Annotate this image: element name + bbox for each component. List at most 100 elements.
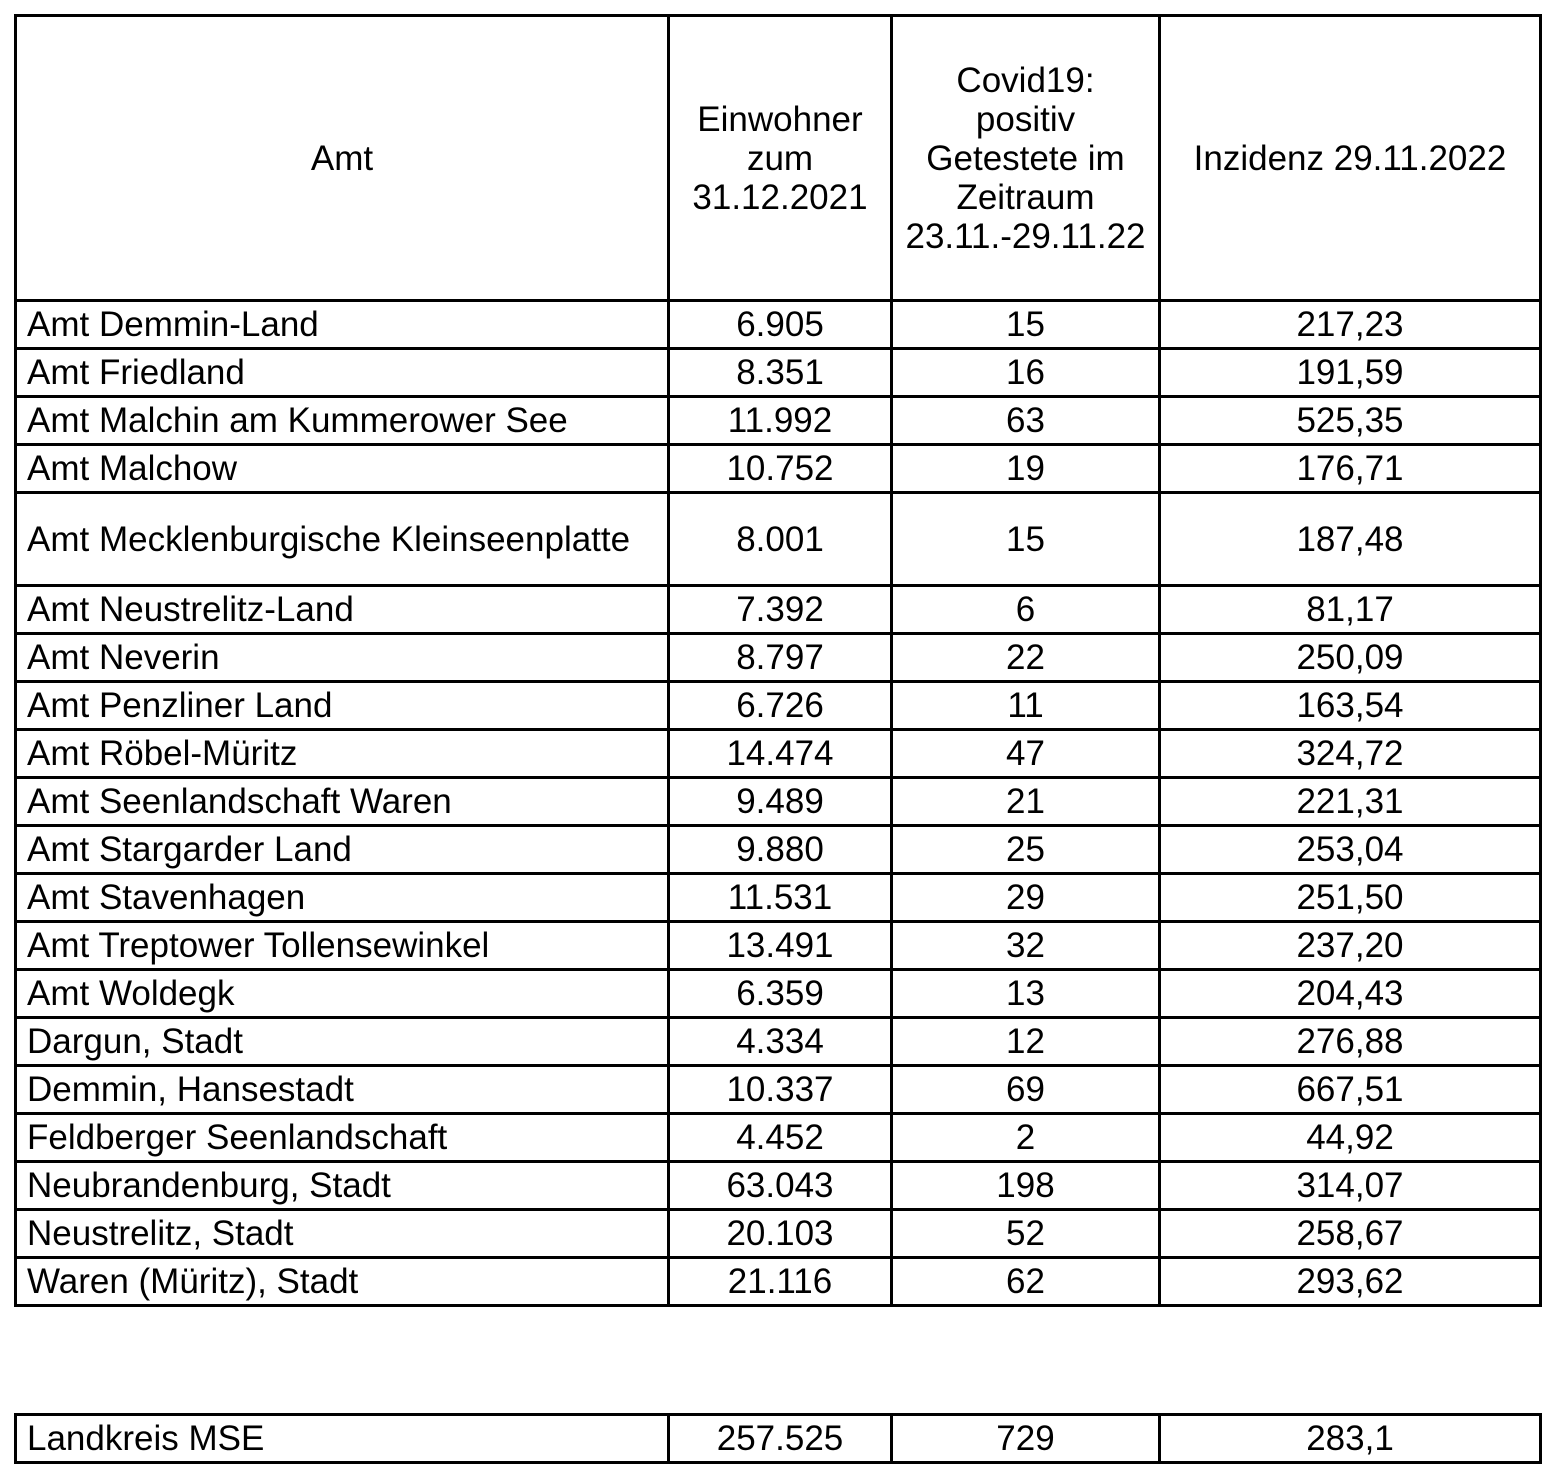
cell-inzidenz: 525,35 [1158, 395, 1542, 446]
table-row: Amt Röbel-Müritz 14.474 47 324,72 [14, 728, 1542, 779]
cell-inzidenz: 250,09 [1158, 632, 1542, 683]
summary-row: Landkreis MSE 257.525 729 283,1 [14, 1413, 1542, 1464]
cell-amt: Amt Penzliner Land [14, 680, 670, 731]
cell-inzidenz: 253,04 [1158, 824, 1542, 875]
cell-inzidenz: 191,59 [1158, 347, 1542, 398]
cell-positiv: 69 [890, 1064, 1161, 1115]
cell-inzidenz: 176,71 [1158, 443, 1542, 494]
header-positiv: Covid19: positiv Getestete im Zeitraum 2… [890, 14, 1161, 302]
cell-einwohner: 11.992 [667, 395, 893, 446]
cell-inzidenz: 324,72 [1158, 728, 1542, 779]
cell-positiv: 25 [890, 824, 1161, 875]
cell-positiv: 32 [890, 920, 1161, 971]
cell-einwohner: 4.452 [667, 1112, 893, 1163]
cell-amt: Amt Neverin [14, 632, 670, 683]
cell-inzidenz: 667,51 [1158, 1064, 1542, 1115]
cell-positiv: 15 [890, 491, 1161, 587]
cell-einwohner: 13.491 [667, 920, 893, 971]
cell-positiv: 16 [890, 347, 1161, 398]
cell-amt: Demmin, Hansestadt [14, 1064, 670, 1115]
cell-amt: Amt Mecklenburgische Kleinseenplatte [14, 491, 670, 587]
cell-amt: Feldberger Seenlandschaft [14, 1112, 670, 1163]
table-row: Amt Demmin-Land 6.905 15 217,23 [14, 299, 1542, 350]
cell-amt: Amt Malchin am Kummerower See [14, 395, 670, 446]
table-row: Dargun, Stadt 4.334 12 276,88 [14, 1016, 1542, 1067]
cell-inzidenz: 237,20 [1158, 920, 1542, 971]
cell-amt: Amt Stargarder Land [14, 824, 670, 875]
header-amt: Amt [14, 14, 670, 302]
cell-amt: Dargun, Stadt [14, 1016, 670, 1067]
cell-positiv: 47 [890, 728, 1161, 779]
cell-einwohner: 9.880 [667, 824, 893, 875]
cell-einwohner: 20.103 [667, 1208, 893, 1259]
header-row: Amt Einwohner zum 31.12.2021 Covid19: po… [14, 14, 1542, 302]
cell-positiv: 22 [890, 632, 1161, 683]
cell-amt: Amt Friedland [14, 347, 670, 398]
cell-inzidenz: 163,54 [1158, 680, 1542, 731]
cell-einwohner: 6.726 [667, 680, 893, 731]
table-row: Amt Neustrelitz-Land 7.392 6 81,17 [14, 584, 1542, 635]
cell-einwohner: 11.531 [667, 872, 893, 923]
cell-inzidenz: 81,17 [1158, 584, 1542, 635]
cell-amt: Neustrelitz, Stadt [14, 1208, 670, 1259]
cell-positiv: 11 [890, 680, 1161, 731]
cell-inzidenz: 204,43 [1158, 968, 1542, 1019]
cell-inzidenz: 314,07 [1158, 1160, 1542, 1211]
cell-einwohner: 10.337 [667, 1064, 893, 1115]
table-row: Amt Treptower Tollensewinkel 13.491 32 237,… [14, 920, 1542, 971]
table-row: Amt Malchow 10.752 19 176,71 [14, 443, 1542, 494]
cell-einwohner: 4.334 [667, 1016, 893, 1067]
cell-einwohner: 6.359 [667, 968, 893, 1019]
cell-positiv: 62 [890, 1256, 1161, 1307]
table-row: Amt Stargarder Land 9.880 25 253,04 [14, 824, 1542, 875]
table-row: Amt Malchin am Kummerower See 11.992 63 525… [14, 395, 1542, 446]
table-row: Amt Neverin 8.797 22 250,09 [14, 632, 1542, 683]
cell-amt: Amt Röbel-Müritz [14, 728, 670, 779]
summary-table: Landkreis MSE 257.525 729 283,1 [14, 1413, 1542, 1464]
cell-einwohner: 8.351 [667, 347, 893, 398]
cell-positiv: 12 [890, 1016, 1161, 1067]
cell-einwohner: 8.001 [667, 491, 893, 587]
cell-positiv: 6 [890, 584, 1161, 635]
cell-amt: Amt Treptower Tollensewinkel [14, 920, 670, 971]
cell-inzidenz: 276,88 [1158, 1016, 1542, 1067]
cell-positiv: 13 [890, 968, 1161, 1019]
cell-inzidenz: 258,67 [1158, 1208, 1542, 1259]
cell-einwohner: 7.392 [667, 584, 893, 635]
table-row: Demmin, Hansestadt 10.337 69 667,51 [14, 1064, 1542, 1115]
table-row: Amt Seenlandschaft Waren 9.489 21 221,31 [14, 776, 1542, 827]
cell-positiv: 19 [890, 443, 1161, 494]
table-row: Amt Stavenhagen 11.531 29 251,50 [14, 872, 1542, 923]
table-row: Feldberger Seenlandschaft 4.452 2 44,92 [14, 1112, 1542, 1163]
table-row: Amt Friedland 8.351 16 191,59 [14, 347, 1542, 398]
cell-amt: Amt Stavenhagen [14, 872, 670, 923]
cell-inzidenz: 221,31 [1158, 776, 1542, 827]
cell-inzidenz: 293,62 [1158, 1256, 1542, 1307]
cell-amt: Amt Malchow [14, 443, 670, 494]
cell-einwohner: 63.043 [667, 1160, 893, 1211]
table-row: Neustrelitz, Stadt 20.103 52 258,67 [14, 1208, 1542, 1259]
cell-positiv: 63 [890, 395, 1161, 446]
cell-inzidenz: 187,48 [1158, 491, 1542, 587]
cell-positiv: 29 [890, 872, 1161, 923]
cell-einwohner: 21.116 [667, 1256, 893, 1307]
cell-amt: Neubrandenburg, Stadt [14, 1160, 670, 1211]
table-row: Neubrandenburg, Stadt 63.043 198 314,07 [14, 1160, 1542, 1211]
cell-inzidenz: 44,92 [1158, 1112, 1542, 1163]
cell-inzidenz: 217,23 [1158, 299, 1542, 350]
cell-positiv: 52 [890, 1208, 1161, 1259]
incidence-table: Amt Einwohner zum 31.12.2021 Covid19: po… [14, 14, 1542, 1307]
summary-positiv: 729 [890, 1413, 1161, 1464]
cell-einwohner: 9.489 [667, 776, 893, 827]
table-row: Amt Woldegk 6.359 13 204,43 [14, 968, 1542, 1019]
cell-einwohner: 8.797 [667, 632, 893, 683]
cell-amt: Amt Woldegk [14, 968, 670, 1019]
cell-amt: Amt Neustrelitz-Land [14, 584, 670, 635]
summary-inzidenz: 283,1 [1158, 1413, 1542, 1464]
cell-amt: Amt Demmin-Land [14, 299, 670, 350]
summary-amt: Landkreis MSE [14, 1413, 670, 1464]
cell-einwohner: 6.905 [667, 299, 893, 350]
table-row: Amt Penzliner Land 6.726 11 163,54 [14, 680, 1542, 731]
cell-positiv: 15 [890, 299, 1161, 350]
header-einwohner: Einwohner zum 31.12.2021 [667, 14, 893, 302]
